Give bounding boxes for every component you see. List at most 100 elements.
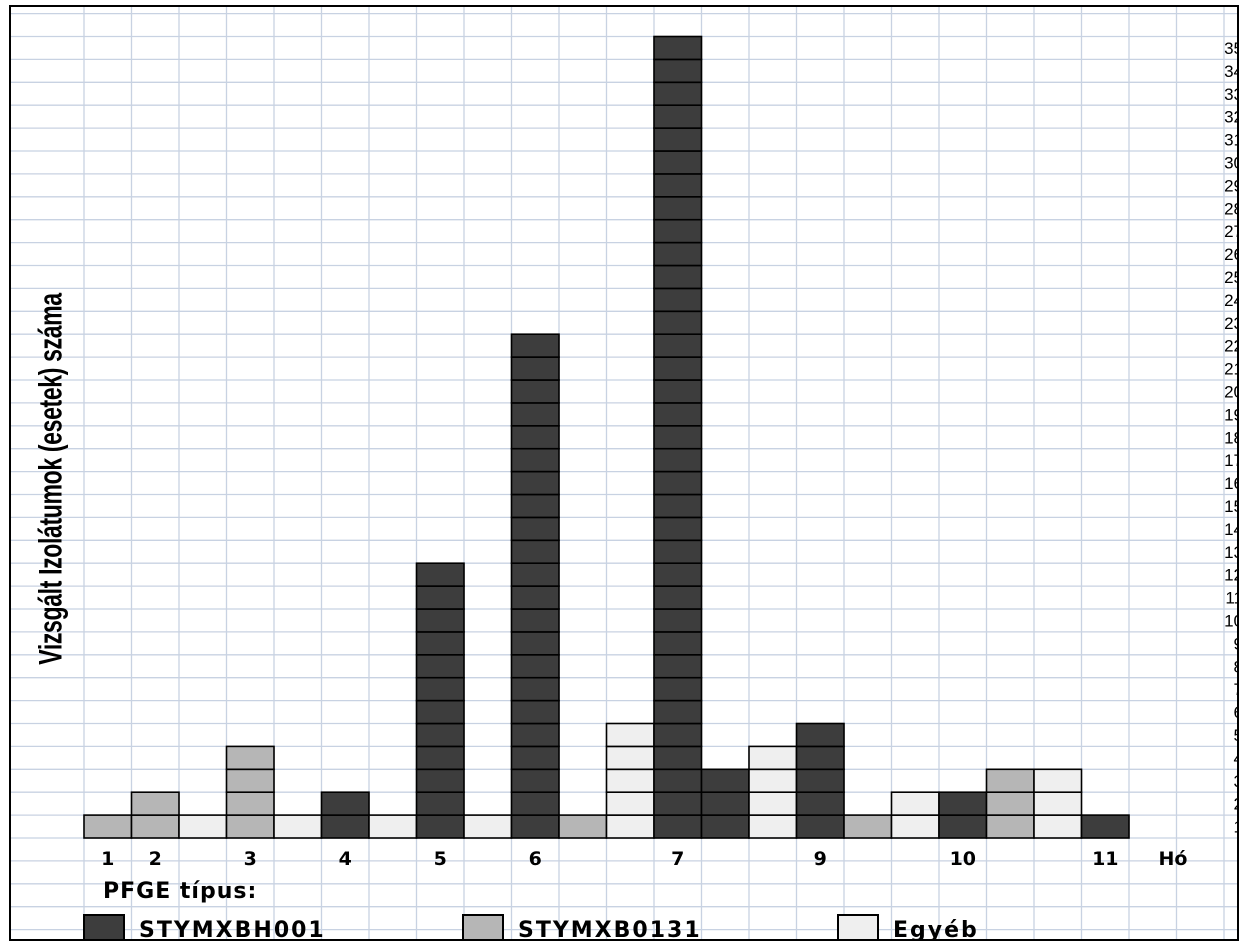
bar-cell xyxy=(700,814,750,839)
bar-cell xyxy=(748,814,798,839)
bar-cell xyxy=(415,745,465,771)
bar-cell xyxy=(510,631,560,656)
bar-cell xyxy=(510,768,560,793)
y-tick-label: 20 xyxy=(1224,383,1239,402)
bar-cell xyxy=(273,814,323,839)
bar-cell xyxy=(653,127,703,152)
bar-cell xyxy=(890,791,940,816)
bar-cell xyxy=(653,722,703,748)
bar-cell xyxy=(795,722,845,748)
bar-cell xyxy=(653,608,703,633)
legend-swatch-egyeb xyxy=(837,914,879,939)
bar-cell xyxy=(653,150,703,175)
bar-16 xyxy=(795,722,845,839)
x-tick-label: 2 xyxy=(149,848,162,870)
bar-cell xyxy=(653,218,703,244)
y-tick-label: 32 xyxy=(1224,108,1239,127)
bar-cell xyxy=(510,814,560,839)
bar-cell xyxy=(653,676,703,702)
bar-4 xyxy=(225,745,275,839)
bar-cell xyxy=(510,447,560,473)
x-unit-label: Hó xyxy=(1159,848,1188,870)
y-tick-label: 15 xyxy=(1224,497,1239,516)
bar-chart: 1234567891011121314151617181920212223242… xyxy=(11,7,1239,939)
y-tick-label: 26 xyxy=(1224,245,1239,264)
bar-cell xyxy=(700,768,750,793)
x-tick-label: 9 xyxy=(814,848,827,870)
bar-15 xyxy=(748,745,798,839)
bar-cell xyxy=(415,814,465,839)
bar-cell xyxy=(985,814,1035,839)
bar-cell xyxy=(510,356,560,381)
bar-cell xyxy=(938,814,988,839)
bar-cell xyxy=(795,791,845,816)
bar-17 xyxy=(843,814,893,839)
y-tick-label: 4 xyxy=(1234,749,1239,768)
bar-cell xyxy=(605,745,655,771)
bar-cell xyxy=(558,814,608,839)
y-axis-label: Vizsgált Izolátumok (esetek) száma xyxy=(32,293,69,665)
y-tick-label: 5 xyxy=(1234,726,1239,745)
chart-frame: 1234567891011121314151617181920212223242… xyxy=(9,5,1239,941)
bar-cell xyxy=(510,585,560,610)
bar-cell xyxy=(130,814,180,839)
bar-cell xyxy=(653,356,703,381)
bar-11 xyxy=(558,814,608,839)
bar-14 xyxy=(700,768,750,839)
bar-cell xyxy=(320,814,370,839)
bar-cell xyxy=(653,173,703,198)
bar-cell xyxy=(415,676,465,702)
bar-cell xyxy=(653,81,703,107)
bar-cell xyxy=(415,608,465,633)
y-tick-label: 12 xyxy=(1224,566,1239,585)
bar-cell xyxy=(653,58,703,84)
bar-cell xyxy=(178,814,228,839)
y-tick-label: 16 xyxy=(1224,474,1239,493)
bar-cell xyxy=(463,814,513,839)
bar-cell xyxy=(415,653,465,679)
bar-cell xyxy=(225,814,275,839)
bar-cell xyxy=(653,699,703,725)
bar-cell xyxy=(415,722,465,748)
bar-cell xyxy=(795,814,845,839)
y-tick-label: 6 xyxy=(1234,703,1239,722)
bar-cell xyxy=(510,379,560,404)
bar-cell xyxy=(510,608,560,633)
bar-cell xyxy=(415,631,465,656)
bar-cell xyxy=(605,768,655,793)
bar-cell xyxy=(510,516,560,542)
bar-cell xyxy=(653,447,703,473)
bar-cell xyxy=(510,424,560,450)
y-tick-label: 29 xyxy=(1224,176,1239,195)
y-tick-label: 27 xyxy=(1224,222,1239,241)
bar-cell xyxy=(653,241,703,267)
bar-10 xyxy=(510,333,560,839)
bar-cell xyxy=(605,814,655,839)
x-tick-label: 10 xyxy=(950,848,976,870)
y-tick-label: 30 xyxy=(1224,154,1239,173)
y-tick-label: 28 xyxy=(1224,199,1239,218)
y-tick-label: 35 xyxy=(1224,39,1239,58)
x-tick-label: 11 xyxy=(1092,848,1118,870)
legend-swatch-stymxbh001 xyxy=(83,914,125,939)
bar-cell xyxy=(415,699,465,725)
bar-19 xyxy=(938,791,988,839)
bar-cell xyxy=(985,791,1035,816)
legend-title: PFGE típus: xyxy=(103,879,258,904)
bar-cell xyxy=(653,379,703,404)
bar-cell xyxy=(653,196,703,221)
bar-cell xyxy=(510,745,560,771)
x-tick-label: 5 xyxy=(434,848,447,870)
bar-cell xyxy=(985,768,1035,793)
bar-cell xyxy=(510,470,560,496)
y-tick-label: 13 xyxy=(1224,543,1239,562)
bar-5 xyxy=(273,814,323,839)
bar-cell xyxy=(1033,814,1083,839)
bar-cell xyxy=(653,287,703,313)
bar-cell xyxy=(605,791,655,816)
bar-21 xyxy=(1033,768,1083,839)
bar-22 xyxy=(1080,814,1130,839)
bar-cell xyxy=(653,814,703,839)
y-tick-label: 24 xyxy=(1224,291,1239,310)
bar-8 xyxy=(415,562,465,839)
